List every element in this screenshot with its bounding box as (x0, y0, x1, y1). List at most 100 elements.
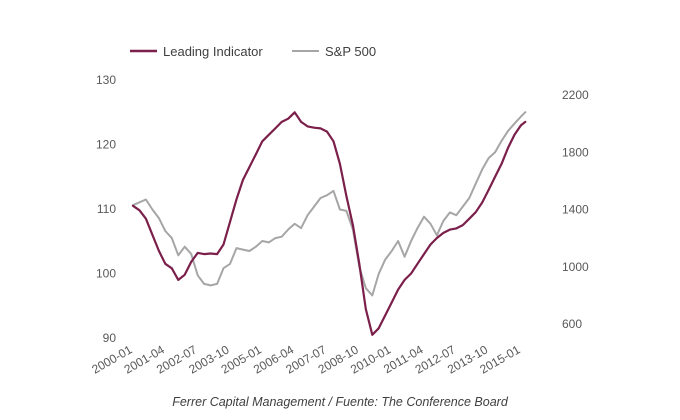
data-point-sp500 (222, 267, 225, 270)
right-tick-label: 1000 (562, 260, 589, 274)
data-point-sp500 (345, 210, 348, 212)
data-point-sp500 (203, 283, 205, 285)
data-point-sp500 (138, 201, 141, 204)
data-point-sp500 (319, 197, 322, 199)
data-point-leading-indicator (306, 125, 309, 128)
data-point-sp500 (171, 237, 173, 239)
data-point-sp500 (520, 115, 522, 118)
data-point-leading-indicator (423, 253, 425, 255)
data-point-sp500 (183, 245, 186, 248)
data-point-sp500 (280, 235, 283, 238)
data-point-sp500 (474, 182, 477, 185)
series-layer (131, 111, 527, 336)
data-point-sp500 (377, 273, 380, 275)
data-point-sp500 (494, 151, 496, 154)
data-point-leading-indicator (403, 279, 406, 281)
data-point-sp500 (313, 205, 315, 208)
data-point-leading-indicator (222, 243, 225, 246)
data-point-sp500 (500, 140, 503, 142)
data-point-leading-indicator (145, 217, 147, 220)
data-point-sp500 (410, 240, 412, 242)
data-point-leading-indicator (397, 288, 399, 291)
data-point-leading-indicator (524, 121, 527, 123)
data-point-leading-indicator (436, 237, 438, 239)
series-line-sp500 (132, 111, 527, 297)
data-point-leading-indicator (216, 253, 218, 255)
data-point-leading-indicator (507, 146, 509, 149)
data-point-leading-indicator (332, 140, 335, 143)
data-point-sp500 (332, 190, 335, 192)
data-point-leading-indicator (339, 163, 341, 165)
data-point-leading-indicator (494, 176, 496, 178)
chart-caption: Ferrer Capital Management / Fuente: The … (172, 395, 508, 409)
data-point-leading-indicator (196, 252, 199, 254)
data-point-sp500 (339, 208, 341, 211)
data-point-sp500 (158, 217, 160, 219)
data-point-leading-indicator (313, 126, 315, 129)
data-point-leading-indicator (164, 263, 167, 265)
data-point-sp500 (242, 248, 244, 251)
left-tick-label: 110 (97, 202, 116, 216)
right-tick-label: 1800 (562, 145, 589, 159)
data-point-leading-indicator (442, 232, 445, 234)
data-point-leading-indicator (274, 127, 277, 130)
data-point-sp500 (274, 237, 277, 239)
data-point-sp500 (235, 247, 238, 249)
data-point-leading-indicator (487, 188, 490, 191)
data-point-sp500 (196, 274, 199, 277)
data-point-leading-indicator (268, 134, 270, 136)
legend: Leading Indicator S&P 500 (130, 44, 376, 59)
data-point-sp500 (190, 253, 192, 255)
data-point-leading-indicator (132, 205, 134, 207)
right-tick-label: 600 (562, 317, 582, 331)
data-point-leading-indicator (300, 121, 302, 123)
data-point-sp500 (261, 240, 264, 242)
data-point-leading-indicator (255, 153, 257, 155)
data-point-leading-indicator (500, 163, 503, 165)
data-point-sp500 (177, 254, 180, 257)
data-point-leading-indicator (520, 124, 522, 126)
data-point-sp500 (287, 228, 290, 231)
data-point-leading-indicator (384, 314, 387, 317)
data-point-sp500 (449, 211, 451, 214)
data-point-leading-indicator (326, 130, 328, 133)
data-point-leading-indicator (352, 224, 354, 226)
data-point-leading-indicator (455, 227, 458, 230)
data-point-leading-indicator (410, 272, 412, 275)
data-point-leading-indicator (319, 127, 322, 130)
legend-label-sp500: S&P 500 (325, 44, 376, 59)
data-point-sp500 (216, 283, 218, 285)
data-point-sp500 (403, 255, 406, 258)
data-point-leading-indicator (190, 261, 192, 263)
legend-label-leading-indicator: Leading Indicator (163, 44, 263, 59)
data-point-leading-indicator (377, 327, 380, 330)
data-point-sp500 (248, 250, 251, 252)
data-point-sp500 (255, 245, 257, 248)
data-point-leading-indicator (138, 209, 141, 212)
data-point-sp500 (436, 234, 438, 237)
data-point-sp500 (268, 241, 270, 244)
data-point-sp500 (229, 263, 231, 265)
data-point-leading-indicator (449, 228, 451, 231)
data-point-leading-indicator (390, 301, 393, 304)
data-point-leading-indicator (365, 308, 367, 310)
data-point-sp500 (487, 157, 490, 159)
data-point-leading-indicator (416, 263, 419, 265)
data-point-sp500 (481, 168, 484, 171)
data-point-leading-indicator (345, 195, 348, 197)
data-point-sp500 (145, 198, 147, 201)
data-point-leading-indicator (280, 121, 283, 123)
data-point-leading-indicator (242, 179, 244, 181)
data-point-sp500 (416, 227, 419, 229)
right-tick-label: 2200 (562, 88, 589, 102)
series-line-leading-indicator (131, 111, 527, 336)
data-point-leading-indicator (481, 201, 484, 204)
data-point-leading-indicator (158, 250, 160, 252)
data-point-sp500 (462, 205, 464, 208)
data-point-sp500 (442, 220, 445, 222)
data-point-leading-indicator (358, 263, 361, 265)
data-point-sp500 (306, 214, 309, 216)
data-point-sp500 (371, 294, 374, 297)
data-point-leading-indicator (287, 117, 290, 120)
